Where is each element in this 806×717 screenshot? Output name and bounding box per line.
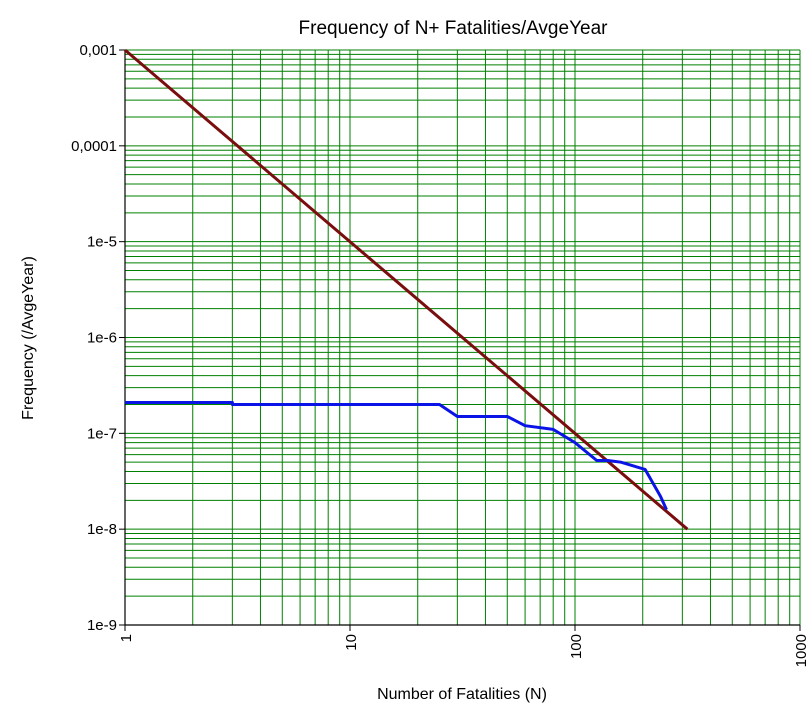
grid-lines — [124, 49, 801, 626]
series-line-1 — [124, 48, 689, 531]
y-tick-label: 0,001 — [79, 42, 117, 59]
chart-title: Frequency of N+ Fatalities/AvgeYear — [299, 18, 609, 39]
y-tick-label: 0,0001 — [71, 138, 117, 155]
x-tick-labels: 1 10 100 1000 — [118, 625, 806, 667]
y-tick-label: 1e-8 — [87, 521, 117, 538]
y-tick-label: 1e-9 — [87, 617, 117, 634]
x-axis-label: Number of Fatalities (N) — [377, 686, 547, 703]
y-axis-label: Frequency (/AvgeYear) — [20, 256, 37, 420]
y-tick-labels: 0,001 0,0001 1e-5 1e-6 1e-7 1e-8 1e-9 — [71, 42, 125, 634]
x-tick-label: 10 — [343, 634, 360, 651]
x-tick-label: 100 — [568, 634, 585, 659]
y-tick-label: 1e-5 — [87, 234, 117, 251]
y-tick-label: 1e-6 — [87, 330, 117, 347]
series-layer — [124, 48, 689, 531]
y-tick-label: 1e-7 — [87, 425, 117, 442]
x-tick-label: 1000 — [793, 634, 806, 667]
series-line-2 — [125, 401, 668, 511]
x-tick-label: 1 — [118, 634, 135, 642]
